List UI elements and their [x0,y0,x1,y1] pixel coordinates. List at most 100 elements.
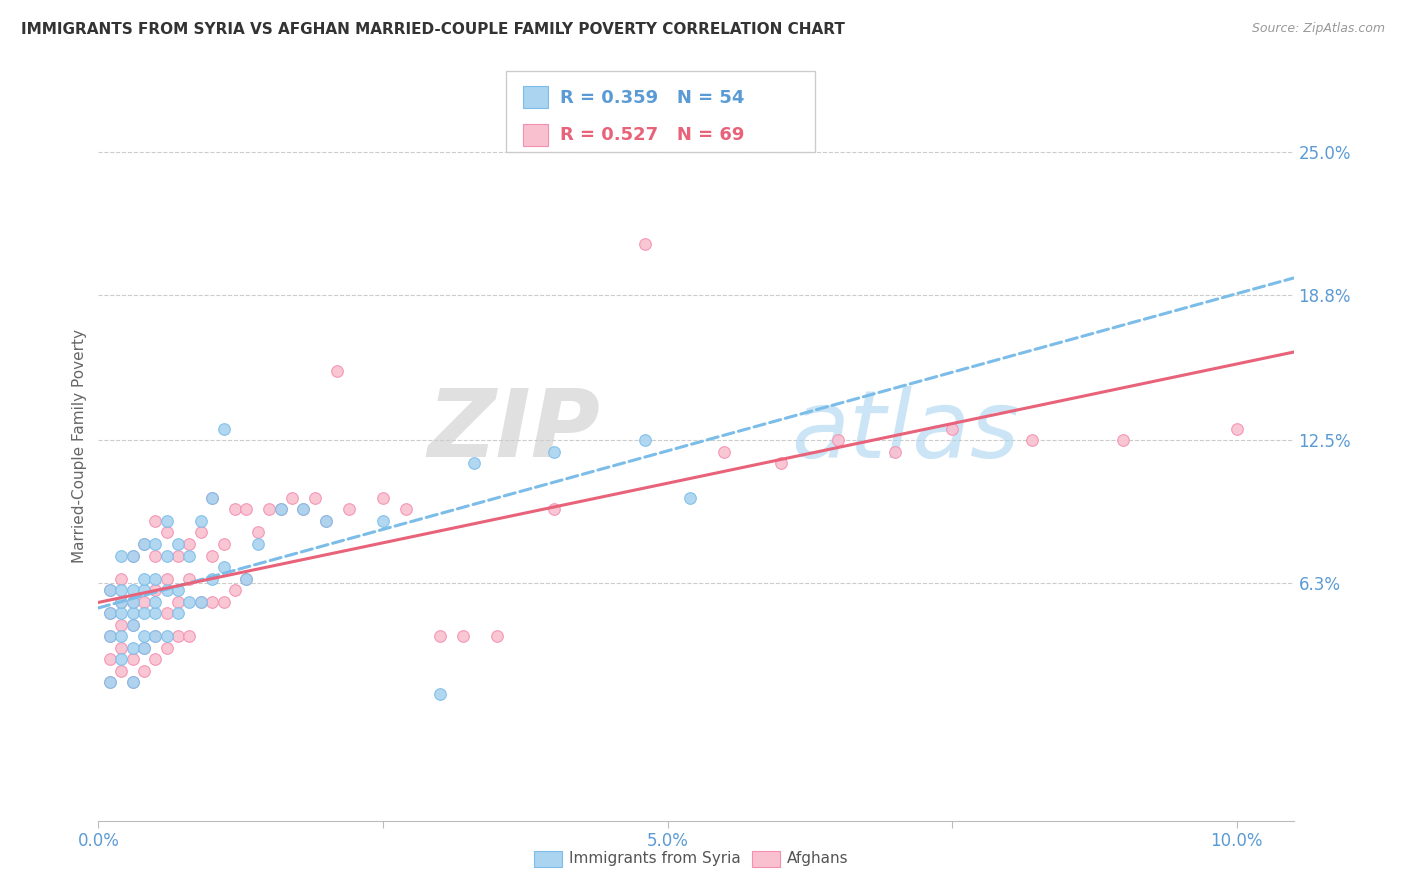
Point [143,537,166,551]
Point [235,572,257,586]
Point [543,444,565,458]
Point [201,491,224,505]
Point [110,572,132,586]
Point [132,664,155,678]
Text: Immigrants from Syria: Immigrants from Syria [569,852,741,866]
Point [110,583,132,598]
Point [121,675,143,690]
Point [98,675,121,690]
Point [190,594,212,608]
Point [156,549,179,563]
Point [212,560,235,574]
Point [634,434,657,448]
Point [315,514,337,528]
Point [167,606,190,620]
Point [201,491,224,505]
Point [110,594,132,608]
Point [395,502,418,516]
Point [110,617,132,632]
Point [1226,422,1249,436]
Point [713,444,735,458]
Point [143,606,166,620]
Point [463,456,485,470]
Point [201,549,224,563]
Point [451,629,474,643]
Text: R = 0.527   N = 69: R = 0.527 N = 69 [560,127,744,145]
Point [121,583,143,598]
Text: Source: ZipAtlas.com: Source: ZipAtlas.com [1251,22,1385,36]
Point [212,594,235,608]
Point [270,502,292,516]
Point [337,502,360,516]
Point [121,594,143,608]
Point [190,525,212,540]
Point [190,594,212,608]
Point [132,640,155,655]
Point [543,502,565,516]
Text: IMMIGRANTS FROM SYRIA VS AFGHAN MARRIED-COUPLE FAMILY POVERTY CORRELATION CHART: IMMIGRANTS FROM SYRIA VS AFGHAN MARRIED-… [21,22,845,37]
Text: R = 0.359   N = 54: R = 0.359 N = 54 [560,88,744,107]
Point [257,502,280,516]
Point [167,549,190,563]
Point [143,549,166,563]
Point [270,502,292,516]
Point [132,606,155,620]
Point [167,629,190,643]
Point [143,629,166,643]
Point [143,629,166,643]
Point [179,594,201,608]
Point [110,594,132,608]
Point [156,514,179,528]
Point [121,675,143,690]
Text: Afghans: Afghans [787,852,849,866]
Point [292,502,315,516]
Point [110,640,132,655]
Point [121,617,143,632]
Point [235,502,257,516]
Point [110,606,132,620]
Point [121,617,143,632]
Point [292,502,315,516]
Point [98,583,121,598]
Point [212,422,235,436]
Point [98,652,121,666]
Point [371,491,394,505]
Point [827,434,849,448]
Point [167,594,190,608]
Point [485,629,508,643]
Point [281,491,304,505]
Point [770,456,793,470]
Point [132,640,155,655]
Text: atlas: atlas [792,385,1019,476]
Point [121,640,143,655]
Point [884,444,907,458]
Point [315,514,337,528]
Point [110,549,132,563]
Point [110,664,132,678]
Point [246,537,269,551]
Point [212,537,235,551]
Point [132,629,155,643]
Point [156,525,179,540]
Point [679,491,702,505]
Point [121,606,143,620]
Point [1112,434,1135,448]
Point [326,364,349,378]
Point [132,583,155,598]
Point [179,629,201,643]
Point [121,652,143,666]
Y-axis label: Married-Couple Family Poverty: Married-Couple Family Poverty [72,329,87,563]
Point [110,629,132,643]
Point [98,606,121,620]
Point [179,549,201,563]
Point [143,572,166,586]
Point [429,687,451,701]
Point [132,572,155,586]
Point [98,583,121,598]
Point [371,514,394,528]
Point [156,640,179,655]
Point [190,514,212,528]
Point [156,629,179,643]
Point [143,594,166,608]
Point [167,537,190,551]
